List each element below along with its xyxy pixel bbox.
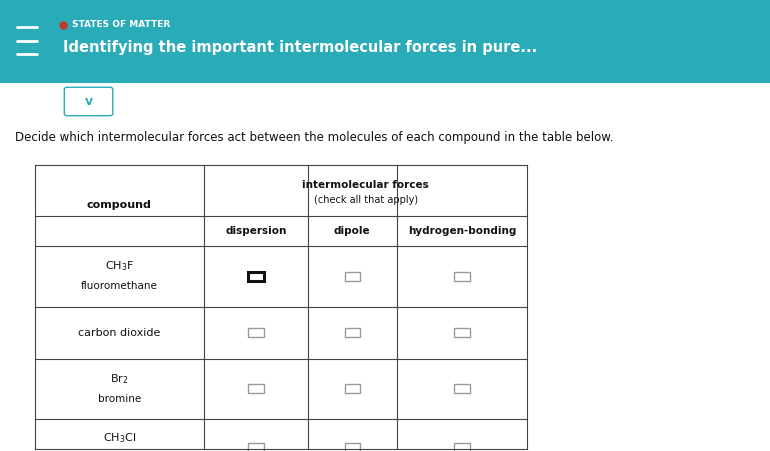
Text: carbon dioxide: carbon dioxide <box>79 327 160 338</box>
Bar <box>454 384 470 393</box>
Text: CH$_3$Cl: CH$_3$Cl <box>102 431 136 445</box>
Bar <box>454 328 470 337</box>
Text: v: v <box>85 95 92 108</box>
Text: CH$_3$F: CH$_3$F <box>105 259 134 273</box>
Text: compound: compound <box>87 200 152 210</box>
Bar <box>248 328 263 337</box>
Text: (check all that apply): (check all that apply) <box>313 195 418 206</box>
Bar <box>454 272 470 281</box>
Bar <box>345 328 360 337</box>
Text: hydrogen-bonding: hydrogen-bonding <box>408 226 516 236</box>
Bar <box>345 384 360 393</box>
Text: intermolecular forces: intermolecular forces <box>303 180 429 190</box>
Bar <box>0 0 770 83</box>
Text: Br$_2$: Br$_2$ <box>110 372 129 386</box>
Text: fluoromethane: fluoromethane <box>81 281 158 291</box>
Bar <box>454 443 470 451</box>
Text: Decide which intermolecular forces act between the molecules of each compound in: Decide which intermolecular forces act b… <box>15 131 614 144</box>
Bar <box>345 272 360 281</box>
Bar <box>248 443 263 451</box>
FancyBboxPatch shape <box>65 87 113 115</box>
Bar <box>248 384 263 393</box>
Text: dispersion: dispersion <box>226 226 286 236</box>
Text: dipole: dipole <box>334 226 370 236</box>
Text: Identifying the important intermolecular forces in pure...: Identifying the important intermolecular… <box>63 40 537 55</box>
Bar <box>248 272 263 281</box>
Bar <box>345 443 360 451</box>
Text: STATES OF MATTER: STATES OF MATTER <box>72 20 171 29</box>
Text: bromine: bromine <box>98 394 141 404</box>
